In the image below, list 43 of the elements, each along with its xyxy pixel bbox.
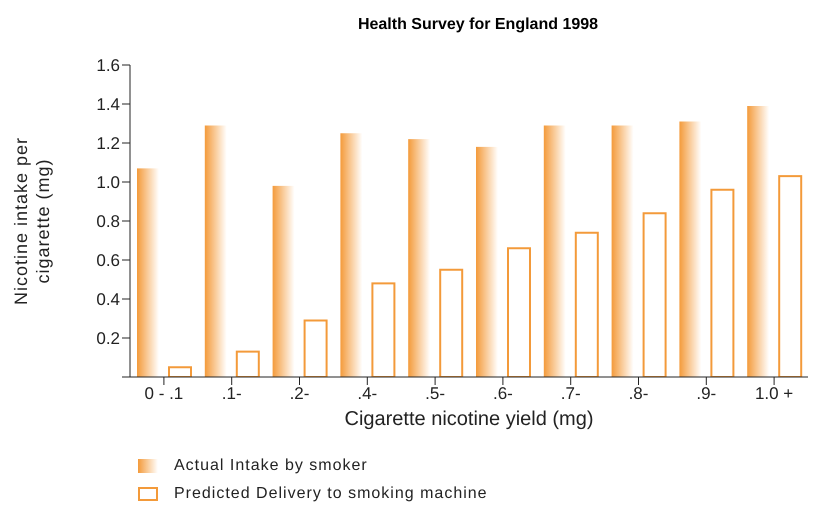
y-tick-label: 0.8 [96,212,120,232]
bar [679,122,702,377]
bar [574,232,599,377]
x-tick-label: 0 - .1 [144,384,184,404]
bar [137,168,159,377]
bar [168,366,192,377]
y-axis-title: Nicotine intake per cigarette (mg) [11,136,53,306]
bar [340,133,362,377]
bar [371,282,396,377]
y-tick-label: 1.4 [96,95,120,114]
x-tick-label: .5- [425,384,446,404]
bar [747,106,770,377]
y-tick-label: 1.2 [96,134,120,154]
bar [476,146,498,377]
y-tick-label: 0.6 [96,251,120,270]
x-tick-label: .1- [222,384,242,404]
x-tick-label: .8- [628,384,648,404]
bar [304,319,328,377]
bar [272,186,295,377]
bar [642,212,667,377]
x-tick-label: .9- [696,384,716,404]
y-tick-label: 1.0 [96,173,120,192]
bar [204,125,227,377]
y-tick-label: 0.2 [96,329,120,348]
x-tick-label: .7- [560,384,581,404]
bar [408,139,430,377]
x-axis-title: Cigarette nicotine yield (mg) [344,408,594,430]
x-tick-label: 1.0 + [754,384,794,404]
bar [778,175,802,377]
y-tick-label: 0.4 [96,290,120,310]
bar [612,125,634,377]
bar [710,188,734,377]
bar [507,247,531,377]
y-tick-label: 1.6 [96,56,120,76]
x-tick-label: .2- [290,384,310,404]
chart-title: Health Survey for England 1998 [356,16,600,34]
bar [236,350,260,377]
legend-label: Actual Intake by smoker [174,457,368,475]
x-tick-label: .6- [492,384,513,404]
legend-label: Predicted Delivery to smoking machine [174,485,488,503]
x-tick-label: .4- [357,384,378,404]
bar [544,125,566,377]
bar [439,268,464,377]
